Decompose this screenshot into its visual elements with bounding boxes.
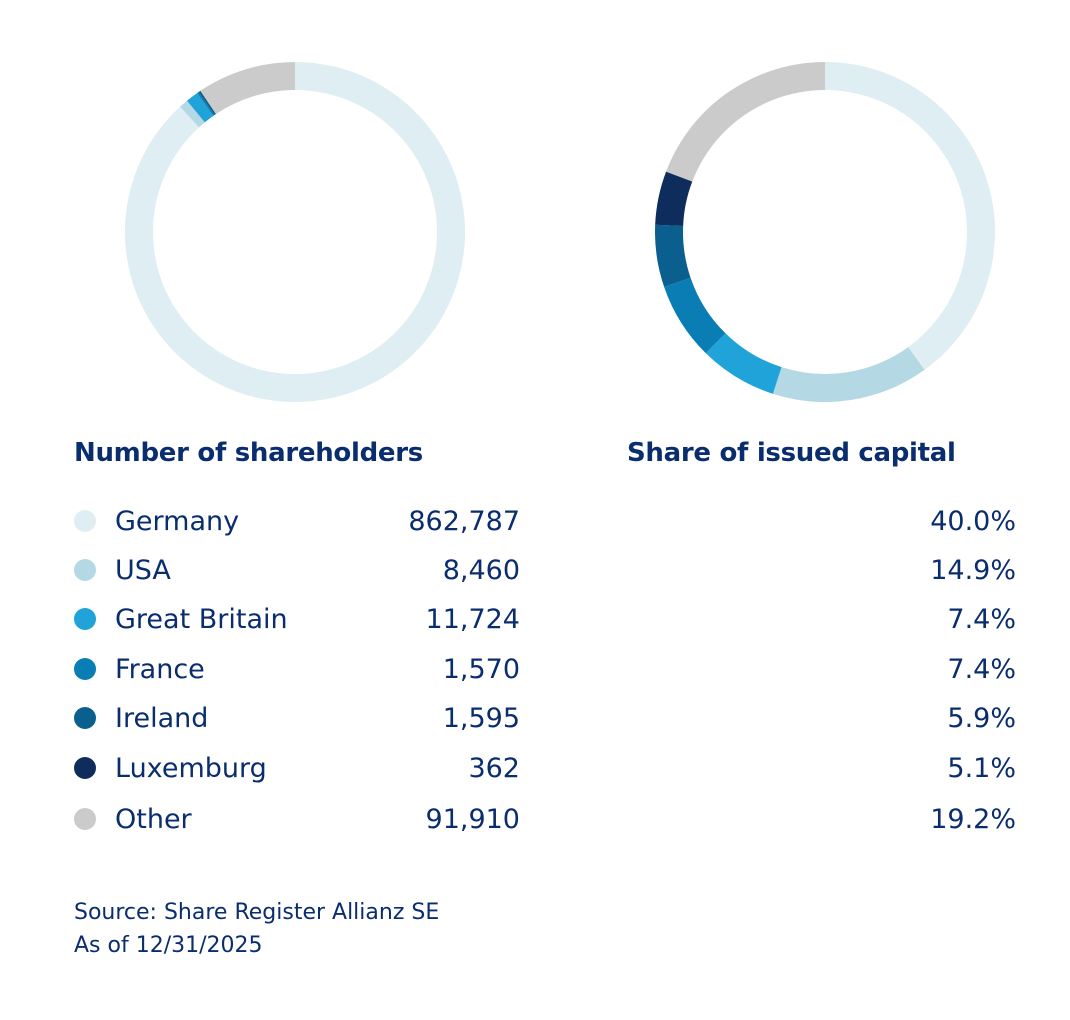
legend-color-dot [74, 757, 96, 779]
legend-color-dot [74, 608, 96, 630]
donut-segment-ireland [198, 90, 216, 116]
legend-color-dot [74, 808, 96, 830]
legend-row: France 1,570 7.4% [0, 650, 1070, 690]
shareholder-count: 862,787 [408, 506, 520, 537]
legend-country: Great Britain [115, 604, 288, 635]
donut-segment-luxemburg [655, 171, 693, 227]
donut-segment-great-britain [187, 92, 214, 123]
legend-row: Ireland 1,595 5.9% [0, 699, 1070, 739]
capital-share: 19.2% [930, 804, 1016, 835]
legend-country: Other [115, 804, 192, 835]
shareholder-count: 11,724 [425, 604, 520, 635]
legend-color-dot [74, 510, 96, 532]
legend-country: France [115, 654, 205, 685]
donut-segment-great-britain [705, 333, 782, 394]
donut-segment-other [666, 62, 826, 182]
legend-row: Other 91,910 19.2% [0, 800, 1070, 840]
capital-share: 40.0% [930, 506, 1016, 537]
legend-row: USA 8,460 14.9% [0, 551, 1070, 591]
issued-capital-donut-chart [655, 62, 995, 402]
legend-color-dot [74, 658, 96, 680]
issued-capital-title: Share of issued capital [627, 438, 956, 468]
donut-segment-france [197, 91, 215, 116]
legend-country: USA [115, 555, 171, 586]
shareholder-count: 1,595 [442, 703, 520, 734]
shareholder-count: 1,570 [442, 654, 520, 685]
capital-share: 7.4% [947, 654, 1016, 685]
legend-country: Luxemburg [115, 753, 267, 784]
legend-row: Germany 862,787 40.0% [0, 502, 1070, 542]
capital-share: 14.9% [930, 555, 1016, 586]
legend-country: Ireland [115, 703, 209, 734]
donut-segment-usa [772, 346, 925, 402]
source-note: Source: Share Register Allianz SE [74, 900, 440, 925]
donut-segment-germany [824, 62, 995, 370]
capital-share: 5.9% [947, 703, 1016, 734]
donut-segment-other [200, 62, 296, 115]
legend-country: Germany [115, 506, 240, 537]
capital-share: 5.1% [947, 753, 1016, 784]
legend-row: Great Britain 11,724 7.4% [0, 600, 1070, 640]
donut-segment-germany [125, 62, 465, 402]
date-note: As of 12/31/2025 [74, 933, 263, 958]
donut-segment-usa [180, 100, 205, 128]
shareholder-count: 362 [468, 753, 520, 784]
shareholders-donut-chart [125, 62, 465, 402]
shareholders-title: Number of shareholders [74, 438, 423, 468]
legend-color-dot [74, 559, 96, 581]
capital-share: 7.4% [947, 604, 1016, 635]
legend-color-dot [74, 707, 96, 729]
donut-segment-ireland [655, 224, 691, 287]
shareholder-count: 8,460 [442, 555, 520, 586]
legend-row: Luxemburg 362 5.1% [0, 749, 1070, 789]
donut-segment-france [664, 277, 726, 354]
shareholder-count: 91,910 [425, 804, 520, 835]
